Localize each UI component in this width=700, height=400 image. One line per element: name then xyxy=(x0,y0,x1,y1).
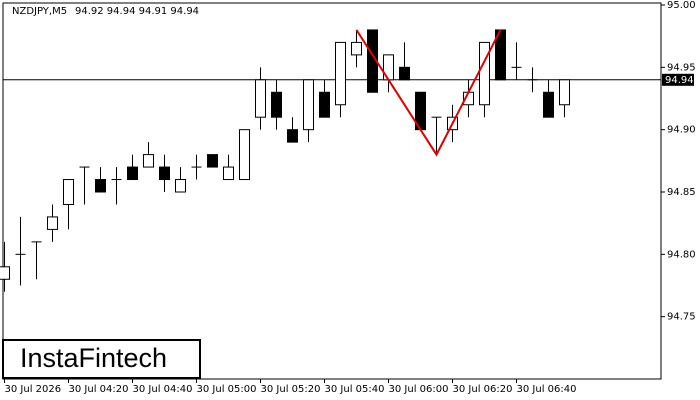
candle-body xyxy=(159,166,170,181)
candle-body xyxy=(0,266,10,280)
x-tick-label: 30 Jul 04:40 xyxy=(133,384,193,395)
logo: InstaFintech xyxy=(20,343,167,373)
header-values: 94.92 94.94 94.91 94.94 xyxy=(75,6,199,17)
x-tick-label: 30 Jul 05:40 xyxy=(325,384,385,395)
candle-body xyxy=(271,91,282,118)
x-tick-label: 30 Jul 04:20 xyxy=(69,384,129,395)
candle-body xyxy=(143,154,154,168)
price-label-box xyxy=(662,73,694,86)
candle-body xyxy=(207,154,218,168)
y-tick-label: 95.00 xyxy=(667,0,696,11)
x-tick-label: 30 Jul 2026 xyxy=(5,384,62,395)
candle-body xyxy=(559,79,570,106)
candle-body xyxy=(223,166,234,181)
candle-body xyxy=(303,79,314,131)
y-tick-label: 94.95 xyxy=(667,62,696,73)
candle-body xyxy=(127,166,138,181)
candle-body xyxy=(495,29,506,81)
candle-body xyxy=(319,91,330,118)
candle-body xyxy=(543,91,554,118)
x-tick-label: 30 Jul 05:20 xyxy=(261,384,321,395)
candle-body xyxy=(479,41,490,106)
candle-body xyxy=(95,179,106,193)
candle-body xyxy=(47,216,58,230)
candle-body xyxy=(335,41,346,106)
x-tick-label: 30 Jul 05:00 xyxy=(197,384,257,395)
plot-frame xyxy=(2,2,662,380)
y-tick-label: 94.85 xyxy=(667,187,696,198)
x-tick-label: 30 Jul 06:40 xyxy=(517,384,577,395)
candle-body xyxy=(175,179,186,193)
candle-body xyxy=(399,66,410,81)
x-tick-label: 30 Jul 06:00 xyxy=(389,384,449,395)
pattern-line xyxy=(355,29,502,157)
chart-title: NZDJPY,M5 xyxy=(12,6,67,17)
logo-box xyxy=(2,339,201,379)
x-tick-label: 30 Jul 06:20 xyxy=(453,384,513,395)
candle-body xyxy=(63,179,74,205)
candle-body xyxy=(239,129,250,181)
y-tick-label: 94.75 xyxy=(667,312,696,323)
y-tick-label: 94.90 xyxy=(667,125,696,136)
candle-body xyxy=(287,129,298,143)
candle-body xyxy=(255,79,266,118)
price-label: 94.94 xyxy=(665,75,694,86)
y-tick-label: 94.80 xyxy=(667,249,696,260)
candle-body xyxy=(351,41,362,56)
